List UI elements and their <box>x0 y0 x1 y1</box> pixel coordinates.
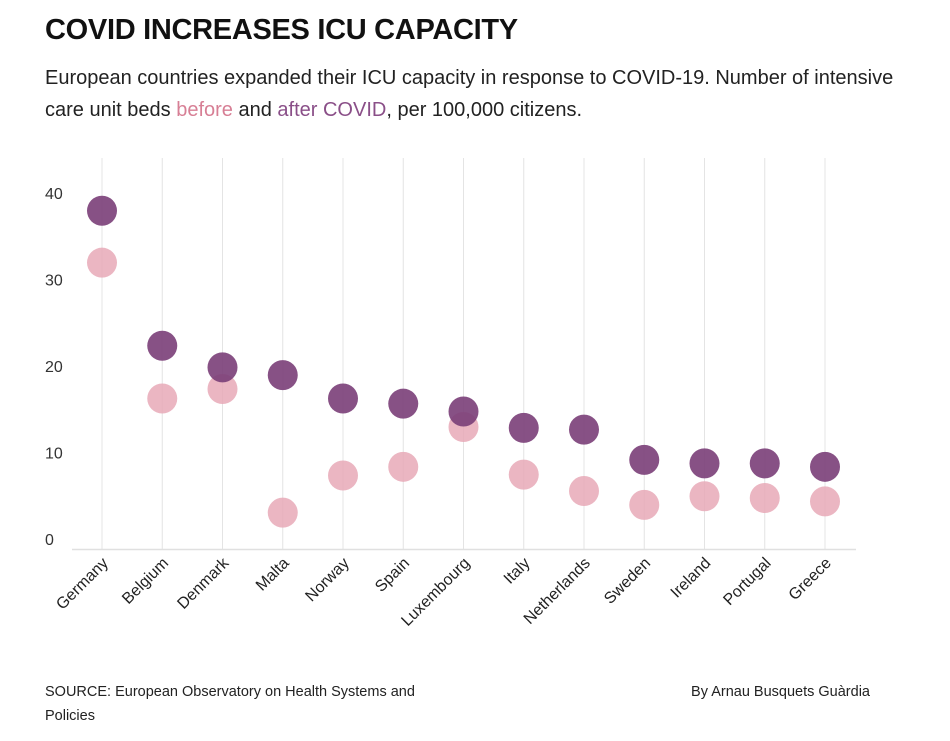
dot-after-covid-malta <box>267 360 298 391</box>
dot-after-covid-denmark <box>207 352 238 383</box>
dot-after-covid-germany <box>87 195 117 226</box>
chart-title: COVID INCREASES ICU CAPACITY <box>45 14 518 46</box>
x-axis-labels: Germany Belgium Denmark Malta Norway SpainLux… <box>53 554 835 630</box>
dot-after-covid-ireland <box>689 448 720 479</box>
dot-after-covid-italy <box>508 412 539 443</box>
x-label-italy: Italy <box>501 555 534 588</box>
dot-after-covid-sweden <box>629 444 660 475</box>
dot-before-sweden <box>629 489 660 520</box>
dot-before-greece <box>810 486 840 517</box>
legend-before-label: before <box>176 99 233 121</box>
dot-after-covid-greece <box>810 451 840 482</box>
x-label-portugal: Portugal <box>720 555 774 609</box>
source-note: SOURCE: European Observatory on Health S… <box>45 684 415 724</box>
legend-after-label: after COVID <box>277 99 387 121</box>
dot-before-malta <box>267 497 298 528</box>
dot-before-germany <box>87 247 117 278</box>
x-label-denmark: Denmark <box>174 554 233 613</box>
dot-before-ireland <box>689 481 720 512</box>
dot-before-portugal <box>749 482 780 513</box>
subtitle-text-2: , per 100,000 citizens. <box>386 99 583 121</box>
y-tick-label-40: 40 <box>45 186 63 203</box>
x-label-norway: Norway <box>302 555 352 605</box>
chart-subtitle: European countries expanded their ICU ca… <box>45 62 905 126</box>
x-label-sweden: Sweden <box>601 555 654 608</box>
author-credit: By Arnau Busquets Guàrdia <box>691 684 870 700</box>
dot-before-belgium <box>147 383 178 414</box>
x-label-ireland: Ireland <box>668 555 715 602</box>
dot-before-netherlands <box>569 476 599 507</box>
data-points <box>87 195 840 528</box>
y-tick-label-0: 0 <box>45 532 54 549</box>
dot-before-spain <box>388 451 419 482</box>
dot-after-covid-portugal <box>749 448 780 479</box>
dot-after-covid-norway <box>328 383 358 414</box>
x-label-germany: Germany <box>53 555 112 614</box>
dot-before-italy <box>508 459 539 490</box>
y-axis-ticks: 0 10 20 30 40 <box>45 186 63 549</box>
x-label-spain: Spain <box>372 555 413 596</box>
x-label-greece: Greece <box>786 555 835 604</box>
x-label-belgium: Belgium <box>119 555 172 608</box>
dot-after-covid-spain <box>388 388 419 419</box>
dot-before-norway <box>328 460 358 491</box>
y-tick-label-20: 20 <box>45 359 63 376</box>
subtitle-text-and: and <box>232 99 278 121</box>
y-tick-label-30: 30 <box>45 273 63 290</box>
x-label-malta: Malta <box>253 555 293 595</box>
dot-after-covid-belgium <box>147 330 178 361</box>
dot-after-covid-luxembourg <box>448 396 479 427</box>
dot-after-covid-netherlands <box>569 414 599 445</box>
y-tick-label-10: 10 <box>45 446 63 463</box>
subtitle-text-1: European countries expanded their ICU ca… <box>45 67 894 121</box>
dot-before-denmark <box>207 373 238 404</box>
icu-dot-chart: 0 10 20 30 40 Germany Belgium Denmark Malta Norw… <box>45 158 856 630</box>
